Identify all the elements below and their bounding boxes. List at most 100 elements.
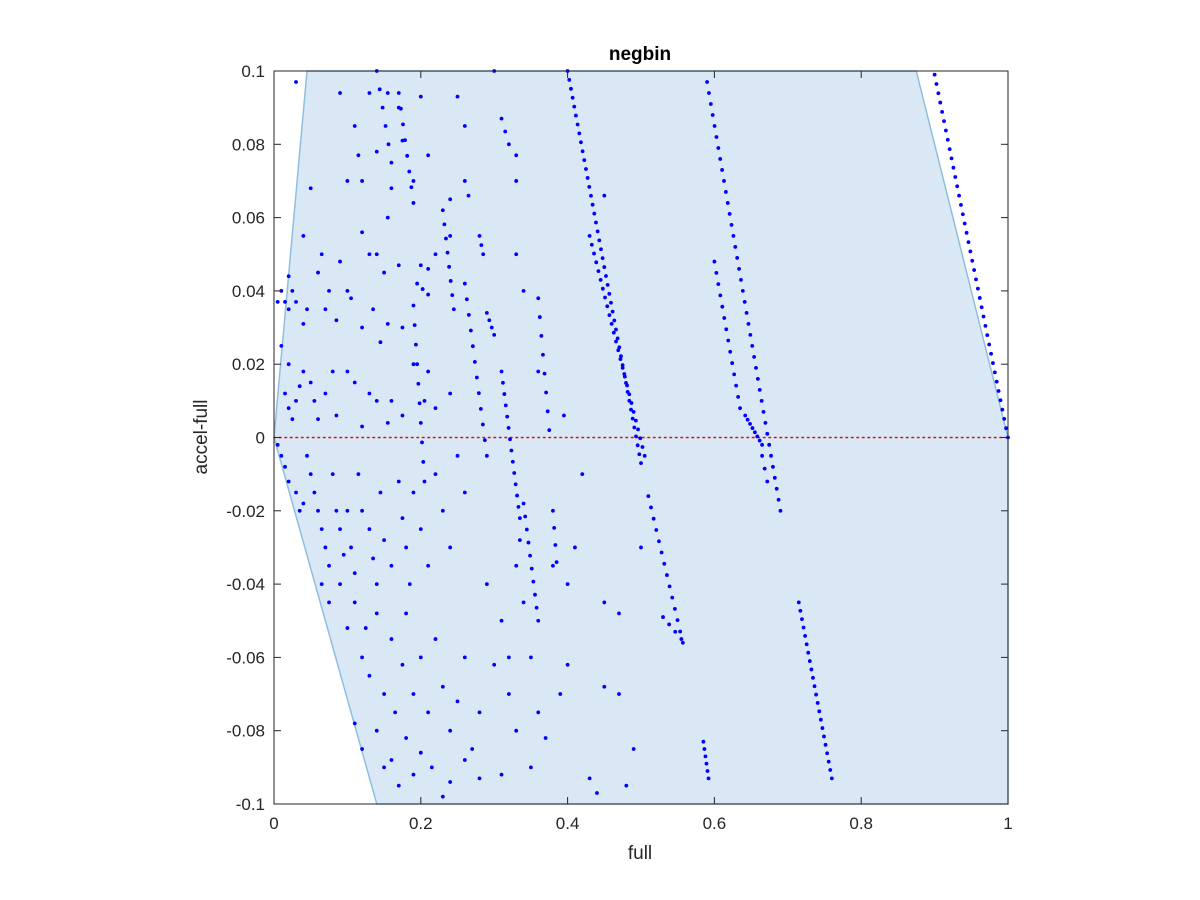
data-point [587,776,592,781]
data-point [382,692,386,696]
data-point [517,538,522,543]
data-point [584,167,588,171]
data-point [426,710,431,715]
data-point [767,442,772,447]
data-point [579,140,583,145]
data-point [757,387,762,392]
data-point [426,369,431,374]
data-point [600,286,605,291]
data-point [796,600,801,605]
data-point [732,372,737,377]
data-point [617,611,621,616]
data-point [448,234,453,238]
data-point [516,504,521,509]
data-point [672,607,677,611]
data-point [499,369,504,374]
data-point [951,165,956,170]
data-point [569,86,573,91]
data-point [378,490,383,495]
data-point [416,381,421,386]
data-point [477,234,482,238]
x-axis-ticks: 0 0.2 0.4 0.6 0.8 1 [269,71,1013,833]
y-tick-label: -0.08 [226,722,265,741]
data-point [462,758,467,762]
data-point [565,582,570,586]
data-point [389,637,394,641]
data-point [502,392,507,396]
data-point [389,160,394,165]
data-point [345,626,350,630]
data-point [712,124,717,128]
data-point [378,340,383,345]
data-point [444,236,448,241]
data-point [360,230,364,235]
data-point [983,323,988,328]
data-point [374,398,379,403]
data-point [943,128,948,133]
data-point [542,371,547,376]
data-point [642,453,647,458]
data-point [286,307,291,312]
data-point [426,292,431,297]
x-tick-label: 0.2 [409,814,433,833]
data-point [822,734,826,739]
data-point [536,369,541,374]
data-point [759,398,764,403]
data-point [294,490,298,495]
data-point [367,252,372,257]
data-point [730,361,735,365]
data-point [286,406,291,411]
data-point [352,600,357,605]
x-tick-label: 0 [269,814,278,833]
data-point [386,142,391,147]
data-point [505,414,510,419]
x-tick-label: 0.4 [556,814,580,833]
data-point [594,220,598,225]
data-point [964,230,969,235]
data-point [301,321,306,326]
data-point [327,600,331,605]
data-point [506,692,511,696]
data-point [539,334,544,338]
data-point [374,611,379,616]
data-point [275,442,280,447]
data-point [411,772,416,777]
data-point [936,91,941,96]
data-point [297,384,302,389]
data-point [600,256,605,261]
data-point [404,611,409,616]
data-point [577,131,582,136]
data-point [667,622,672,627]
y-tick-label: 0.04 [232,282,265,301]
data-point [806,650,811,655]
data-point [524,527,529,532]
data-point [625,383,629,388]
data-point [316,508,320,513]
data-point [585,176,590,180]
data-point [529,566,534,571]
data-point [959,203,963,207]
data-point [1002,416,1007,421]
data-point [752,354,757,359]
y-tick-label: -0.04 [226,575,265,594]
data-point [605,304,610,309]
data-point [283,299,287,304]
data-point [323,307,328,312]
data-point [294,80,298,84]
data-point [509,448,514,453]
data-point [275,299,280,304]
data-point [640,445,645,449]
data-point [305,307,309,312]
data-point [409,185,414,190]
data-point [396,479,401,484]
data-point [385,91,390,95]
data-point [722,179,726,183]
data-point [515,493,519,498]
data-point [592,251,596,256]
data-point [740,289,745,293]
data-point [573,545,577,550]
data-point [481,252,486,257]
data-point [411,692,416,696]
data-point [330,369,335,374]
data-point [611,330,616,335]
